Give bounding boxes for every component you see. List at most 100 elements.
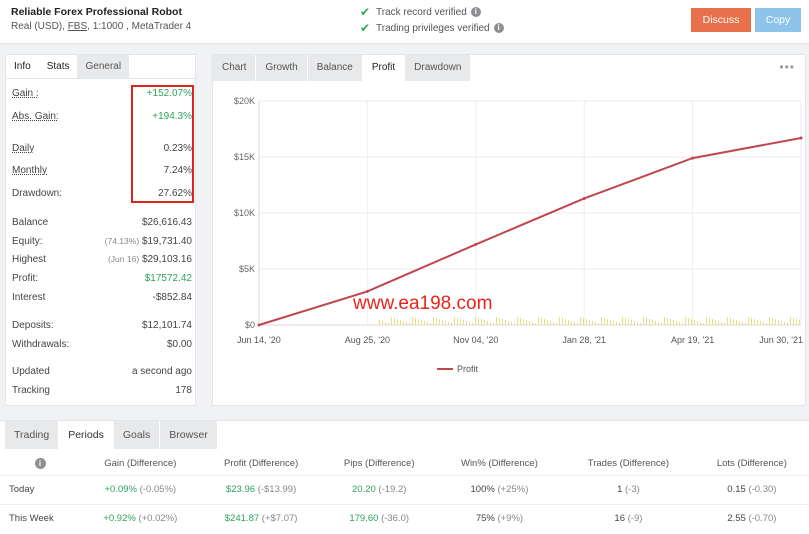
- activity-bar: [388, 323, 389, 325]
- cell-lots: 2.55: [727, 513, 746, 525]
- activity-bar: [706, 317, 707, 325]
- table-cell: This Week: [0, 503, 80, 533]
- tab-growth[interactable]: Growth: [256, 55, 307, 81]
- activity-bar: [421, 320, 422, 325]
- activity-bar: [751, 318, 752, 325]
- trading-privileges-verified: ✔ Trading privileges verified i: [360, 21, 504, 35]
- activity-bar: [598, 323, 599, 325]
- copy-button[interactable]: Copy: [755, 8, 801, 32]
- activity-bar: [433, 317, 434, 325]
- info-icon[interactable]: i: [470, 7, 481, 17]
- legend-label: Profit: [457, 364, 479, 374]
- stat-row: Highest (Jun 16) $29,103.16: [12, 254, 192, 268]
- activity-bar: [505, 320, 506, 325]
- activity-bar: [778, 320, 779, 325]
- stat-value: (Jun 16) $29,103.16: [108, 254, 192, 265]
- activity-bar: [709, 318, 710, 325]
- y-tick-label: $0: [245, 320, 255, 330]
- tab-profit[interactable]: Profit: [362, 55, 405, 81]
- activity-bar: [664, 317, 665, 325]
- stat-value: (74.13%) $19,731.40: [105, 236, 192, 247]
- profit-point: [582, 196, 586, 200]
- activity-bar: [511, 322, 512, 325]
- stat-label: Withdrawals:: [12, 339, 70, 350]
- activity-bar: [604, 318, 605, 325]
- account-leverage: , 1:1000 , MetaTrader 4: [87, 21, 192, 32]
- activity-bar: [766, 323, 767, 325]
- robot-title[interactable]: Reliable Forex Professional Robot: [11, 6, 182, 18]
- stat-row: Gain : +152.07%: [12, 88, 192, 102]
- tab-trading[interactable]: Trading: [5, 421, 59, 449]
- activity-bar: [742, 322, 743, 325]
- tab-balance[interactable]: Balance: [307, 55, 362, 81]
- activity-bar: [691, 319, 692, 325]
- activity-bar: [424, 321, 425, 325]
- activity-bar: [580, 317, 581, 325]
- table-cell: 100% (+25%): [436, 474, 563, 504]
- tab-general[interactable]: General: [77, 55, 130, 78]
- info-icon[interactable]: i: [34, 458, 46, 470]
- activity-bar: [499, 318, 500, 325]
- cell-trades-diff: (-3): [625, 484, 640, 495]
- table-row: This Week +0.92% (+0.02%) $241.87 (+$7.07)…: [0, 503, 809, 533]
- activity-bar: [616, 322, 617, 325]
- activity-bar: [658, 322, 659, 325]
- tab-drawdown[interactable]: Drawdown: [405, 55, 471, 81]
- stat-label: Updated: [12, 366, 50, 377]
- stat-value: $17572.42: [145, 273, 192, 284]
- profit-line: [258, 137, 802, 326]
- activity-bar: [724, 323, 725, 325]
- tab-info[interactable]: Info: [6, 55, 39, 78]
- stat-label: Highest: [12, 254, 46, 265]
- activity-bar: [727, 317, 728, 325]
- activity-bar: [547, 320, 548, 325]
- tab-periods[interactable]: Periods: [59, 421, 113, 449]
- activity-bar: [514, 323, 515, 325]
- table-header-row: i Gain (Difference) Profit (Difference) …: [0, 453, 809, 475]
- activity-bar: [454, 317, 455, 325]
- activity-bar: [784, 322, 785, 325]
- x-tick-label: Apr 19, '21: [671, 335, 714, 345]
- table-cell: $23.96 (-$13.99): [200, 474, 322, 504]
- y-tick-label: $10K: [234, 208, 255, 218]
- cell-lots-diff: (-0.30): [748, 484, 777, 495]
- discuss-button[interactable]: Discuss: [691, 8, 751, 32]
- cell-win-diff: (+9%): [497, 513, 524, 525]
- activity-bar: [556, 323, 557, 325]
- table-cell: $241.87 (+$7.07): [200, 503, 322, 533]
- activity-bar: [586, 319, 587, 325]
- more-icon[interactable]: •••: [779, 60, 795, 74]
- table-cell: +0.09% (-0.05%): [80, 474, 201, 504]
- activity-bar: [757, 320, 758, 325]
- activity-bar: [679, 322, 680, 325]
- activity-bar: [775, 319, 776, 325]
- stat-row: Monthly 7.24%: [12, 165, 192, 179]
- tab-chart[interactable]: Chart: [213, 55, 256, 81]
- highlight-box: [131, 85, 194, 203]
- cell-pips: 20.20: [352, 484, 376, 495]
- activity-bar: [490, 322, 491, 325]
- tab-stats[interactable]: Stats: [38, 55, 78, 78]
- cell-win-diff: (+25%): [497, 484, 529, 495]
- stat-row: Updated a second ago: [12, 366, 192, 380]
- activity-bar: [394, 318, 395, 325]
- column-header: Profit (Difference): [223, 458, 299, 470]
- stat-number: 0.23%: [163, 143, 192, 154]
- tab-goals[interactable]: Goals: [113, 421, 160, 449]
- info-icon[interactable]: i: [493, 23, 504, 33]
- activity-bar: [661, 323, 662, 325]
- periods-panel: Trading Periods Goals Browser i Gain (Di…: [0, 420, 809, 534]
- tab-browser[interactable]: Browser: [160, 421, 217, 449]
- stat-value: -$852.84: [153, 292, 192, 303]
- activity-bar: [385, 322, 386, 325]
- stat-value: 0.23%: [164, 143, 192, 154]
- activity-bar: [532, 322, 533, 325]
- cell-lots-diff: (-0.70): [748, 513, 777, 525]
- stat-value: 27.62%: [158, 188, 192, 199]
- activity-bar: [688, 318, 689, 325]
- activity-bar: [667, 318, 668, 325]
- broker-link[interactable]: FBS: [67, 21, 88, 32]
- activity-bar: [715, 320, 716, 325]
- activity-bar: [718, 321, 719, 325]
- activity-bar: [481, 319, 482, 325]
